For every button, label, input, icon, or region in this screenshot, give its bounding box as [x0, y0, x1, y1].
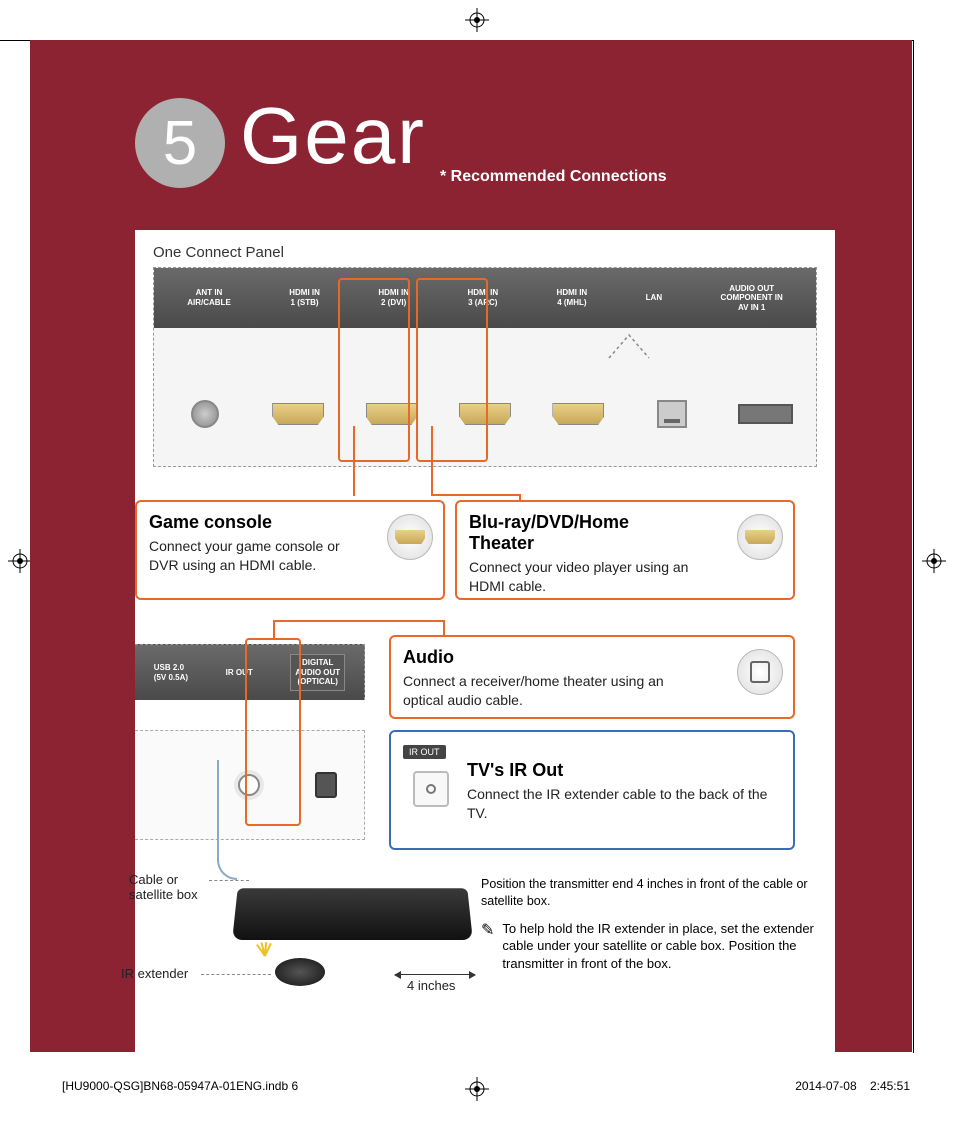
footer-right: 2014-07-08 2:45:51: [795, 1079, 910, 1093]
dashed-leader: [209, 880, 249, 881]
hdmi-connector-icon: [387, 514, 433, 560]
callout-line: [273, 620, 275, 640]
ir-mini-label: IR OUT: [403, 745, 446, 759]
measure-label: 4 inches: [407, 978, 455, 993]
box-title: Blu-ray/DVD/Home Theater: [469, 512, 689, 554]
port-label: HDMI IN 4 (MHL): [557, 288, 588, 307]
optical-connector-icon: [737, 649, 783, 695]
port-label: HDMI IN 1 (STB): [289, 288, 320, 307]
highlight-hdmi2: [338, 278, 410, 462]
hdmi-port-icon: [271, 397, 326, 432]
note-icon: ✎: [481, 920, 494, 973]
dashed-leader: [201, 974, 271, 975]
lan-port-icon: [644, 397, 699, 432]
footer-left: [HU9000-QSG]BN68-05947A-01ENG.indb 6: [62, 1079, 298, 1093]
ir-mini-port-icon: [413, 771, 449, 807]
ir-extender-label: IR extender: [121, 966, 188, 981]
one-connect-panel-diagram: ANT IN AIR/CABLE HDMI IN 1 (STB) HDMI IN…: [153, 267, 817, 467]
highlight-hdmi3: [416, 278, 488, 462]
page-title: Gear: [240, 90, 426, 182]
coax-port-icon: [177, 397, 232, 432]
step-number-circle: 5: [135, 98, 225, 188]
bottom-diagram: Cable or satellite box IR extender 4 inc…: [135, 866, 835, 1046]
component-port-icon: [738, 397, 793, 432]
cable-box-label: Cable or satellite box: [129, 872, 209, 902]
callout-line: [273, 620, 445, 622]
highlight-optical: [245, 638, 301, 826]
measure-arrow: [395, 974, 475, 975]
content-panel: One Connect Panel ANT IN AIR/CABLE HDMI …: [135, 230, 835, 1060]
note-text: To help hold the IR extender in place, s…: [502, 920, 831, 973]
position-text: Position the transmitter end 4 inches in…: [481, 876, 831, 910]
callout-line: [431, 426, 433, 496]
optical-jack-icon: [315, 772, 337, 798]
ir-extender-icon: [275, 958, 325, 986]
callout-line: [431, 494, 521, 496]
step-number: 5: [163, 108, 197, 179]
page-subtitle: * Recommended Connections: [440, 168, 667, 186]
box-body: Connect your video player using an HDMI …: [469, 558, 689, 596]
port-label: ANT IN AIR/CABLE: [187, 288, 231, 307]
bottom-text-block: Position the transmitter end 4 inches in…: [481, 876, 831, 972]
panel-label: One Connect Panel: [153, 244, 817, 261]
port-label: LAN: [646, 293, 662, 303]
dashed-triangle-icon: [604, 330, 654, 360]
port-label: USB 2.0 (5V 0.5A): [154, 663, 188, 682]
audio-box: Audio Connect a receiver/home theater us…: [389, 635, 795, 719]
box-body: Connect the IR extender cable to the bac…: [467, 785, 781, 823]
game-console-box: Game console Connect your game console o…: [135, 500, 445, 600]
ir-out-box: IR OUT TV's IR Out Connect the IR extend…: [389, 730, 795, 850]
registration-mark-icon: [922, 549, 946, 573]
ir-signal-icon: [240, 916, 290, 966]
page-background: 5 Gear * Recommended Connections One Con…: [30, 40, 912, 1052]
port-label: AUDIO OUT COMPONENT IN AV IN 1: [721, 284, 783, 313]
bluray-box: Blu-ray/DVD/Home Theater Connect your vi…: [455, 500, 795, 600]
box-title: TV's IR Out: [467, 760, 781, 781]
callout-line: [353, 426, 355, 496]
box-body: Connect a receiver/home theater using an…: [403, 672, 703, 710]
box-body: Connect your game console or DVR using a…: [149, 537, 349, 575]
hdmi-connector-icon: [737, 514, 783, 560]
registration-mark-icon: [465, 8, 489, 32]
page-footer: [HU9000-QSG]BN68-05947A-01ENG.indb 6 201…: [62, 1079, 910, 1093]
hdmi-port-icon: [551, 397, 606, 432]
box-title: Audio: [403, 647, 781, 668]
ir-cable-line: [217, 760, 237, 880]
